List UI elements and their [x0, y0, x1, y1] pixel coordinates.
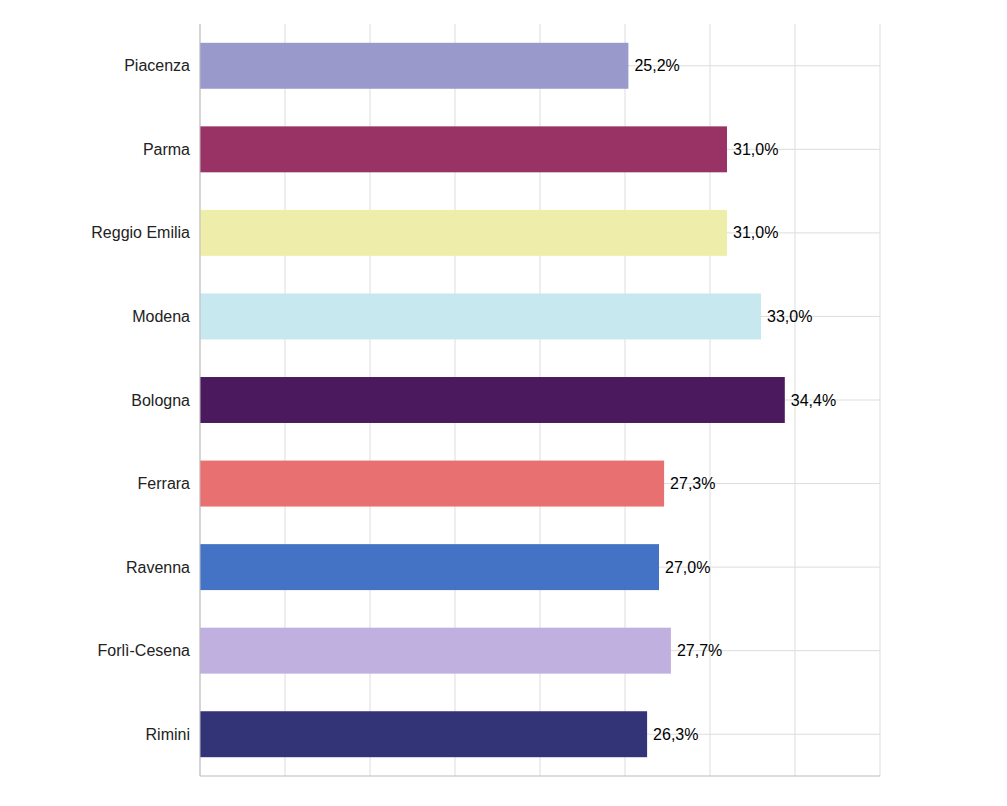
y-tick-label: Ravenna — [126, 559, 190, 576]
data-label: 34,4% — [791, 392, 836, 409]
y-tick-label: Bologna — [131, 392, 190, 409]
chart: Piacenza Parma Reggio Emilia Modena Bologna F… — [0, 0, 1007, 806]
y-tick-label: Forlì-Cesena — [98, 642, 191, 659]
bar — [200, 461, 664, 507]
bar — [200, 377, 785, 423]
bar — [200, 544, 659, 590]
data-label: 33,0% — [767, 308, 812, 325]
bar — [200, 126, 727, 172]
y-tick-label: Modena — [132, 308, 190, 325]
y-tick-label: Piacenza — [124, 57, 190, 74]
x-axis-line — [200, 776, 880, 777]
bars — [200, 43, 785, 757]
bar — [200, 293, 761, 339]
y-tick-label: Rimini — [146, 726, 190, 743]
bar — [200, 210, 727, 256]
y-tick-label: Parma — [143, 141, 190, 158]
data-label: 27,0% — [665, 559, 710, 576]
data-label: 27,3% — [670, 475, 715, 492]
y-tick-label: Ferrara — [138, 475, 191, 492]
grid — [200, 24, 880, 776]
data-label: 31,0% — [733, 224, 778, 241]
grid-line-x — [200, 24, 201, 776]
data-label: 27,7% — [677, 642, 722, 659]
bar — [200, 628, 671, 674]
chart-container: Piacenza Parma Reggio Emilia Modena Bologna F… — [0, 0, 1007, 806]
data-label: 25,2% — [634, 57, 679, 74]
y-axis-line — [200, 24, 201, 776]
data-label: 26,3% — [653, 726, 698, 743]
y-tick-label: Reggio Emilia — [91, 224, 190, 241]
bar — [200, 711, 647, 757]
bar — [200, 43, 628, 89]
data-label: 31,0% — [733, 141, 778, 158]
background — [0, 0, 1007, 806]
